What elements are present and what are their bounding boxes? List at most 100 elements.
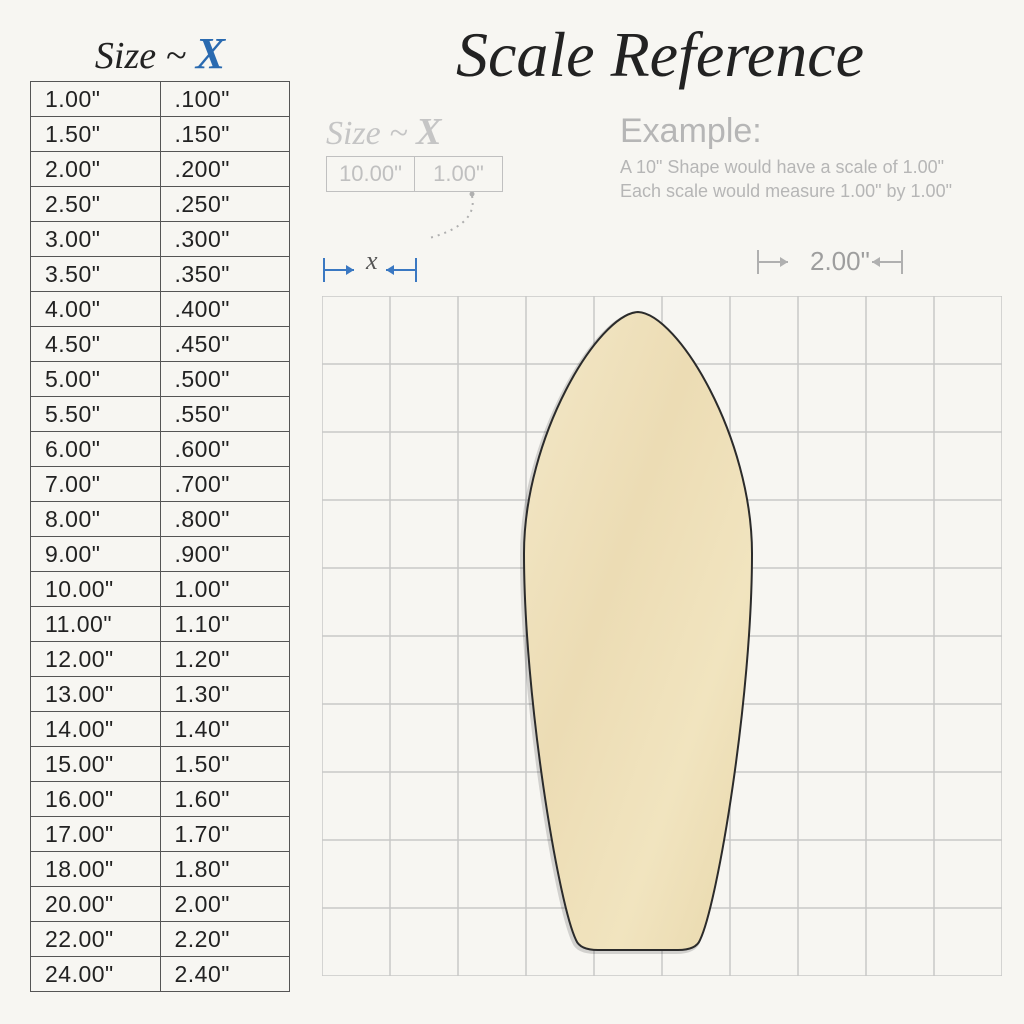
x-cell: 1.10" [160,607,290,642]
dotted-connector [430,192,510,252]
x-cell: 1.30" [160,677,290,712]
size-cell: 24.00" [31,957,161,992]
example-block: Example: A 10" Shape would have a scale … [620,112,1000,204]
x-cell: 1.50" [160,747,290,782]
table-row: 6.00".600" [31,432,290,467]
size-header-x: X [196,29,225,78]
table-row: 15.00"1.50" [31,747,290,782]
table-row: 5.50".550" [31,397,290,432]
size-cell: 3.50" [31,257,161,292]
x-cell: .350" [160,257,290,292]
size-cell: 12.00" [31,642,161,677]
size-cell: 10.00" [31,572,161,607]
x-cell: 1.00" [160,572,290,607]
table-row: 3.50".350" [31,257,290,292]
example-line1: A 10" Shape would have a scale of 1.00" [620,155,1000,179]
size-cell: 3.00" [31,222,161,257]
size-cell: 8.00" [31,502,161,537]
table-row: 18.00"1.80" [31,852,290,887]
page-root: Size ~ X 1.00".100"1.50".150"2.00".200"2… [0,0,1024,1024]
size-cell: 14.00" [31,712,161,747]
x-indicator-label: x [366,246,378,276]
size-cell: 16.00" [31,782,161,817]
table-row: 14.00"1.40" [31,712,290,747]
size-cell: 6.00" [31,432,161,467]
size-cell: 20.00" [31,887,161,922]
size-cell: 2.50" [31,187,161,222]
size-cell: 7.00" [31,467,161,502]
size-cell: 22.00" [31,922,161,957]
table-row: 4.00".400" [31,292,290,327]
table-row: 24.00"2.40" [31,957,290,992]
size-cell: 18.00" [31,852,161,887]
table-row: 10.00"1.00" [31,572,290,607]
mini-header-prefix: Size ~ [326,115,416,152]
size-cell: 1.50" [31,117,161,152]
size-header-prefix: Size ~ [95,35,196,77]
size-cell: 5.00" [31,362,161,397]
mini-x-cell: 1.00" [415,157,503,192]
example-title: Example: [620,112,1000,151]
table-row: 2.00".200" [31,152,290,187]
mini-table: 10.00" 1.00" [326,156,503,192]
table-row: 11.00"1.10" [31,607,290,642]
x-cell: 1.70" [160,817,290,852]
two-inch-indicator: 2.00" [740,242,910,282]
x-cell: 2.00" [160,887,290,922]
size-cell: 4.00" [31,292,161,327]
reference-grid-wrap [322,296,1002,981]
x-cell: 1.40" [160,712,290,747]
size-cell: 9.00" [31,537,161,572]
table-row: 16.00"1.60" [31,782,290,817]
size-table: Size ~ X 1.00".100"1.50".150"2.00".200"2… [30,28,290,992]
x-cell: .800" [160,502,290,537]
table-row: 7.00".700" [31,467,290,502]
x-cell: .250" [160,187,290,222]
table-row: 17.00"1.70" [31,817,290,852]
table-row: 20.00"2.00" [31,887,290,922]
mini-size-block: Size ~ X 10.00" 1.00" [326,110,503,192]
x-cell: .100" [160,82,290,117]
mini-size-cell: 10.00" [327,157,415,192]
table-row: 12.00"1.20" [31,642,290,677]
x-cell: .450" [160,327,290,362]
table-row: 3.00".300" [31,222,290,257]
size-cell: 4.50" [31,327,161,362]
table-row: 22.00"2.20" [31,922,290,957]
x-cell: .200" [160,152,290,187]
size-cell: 17.00" [31,817,161,852]
surfboard-shape [518,308,758,954]
size-cell: 5.50" [31,397,161,432]
size-cell: 13.00" [31,677,161,712]
example-line2: Each scale would measure 1.00" by 1.00" [620,179,1000,203]
x-cell: 1.80" [160,852,290,887]
size-cell: 11.00" [31,607,161,642]
x-cell: .600" [160,432,290,467]
size-cell: 2.00" [31,152,161,187]
size-scale-table: 1.00".100"1.50".150"2.00".200"2.50".250"… [30,81,290,992]
table-row: 5.00".500" [31,362,290,397]
table-row: 1.00".100" [31,82,290,117]
x-cell: .700" [160,467,290,502]
x-cell: 1.20" [160,642,290,677]
table-row: 1.50".150" [31,117,290,152]
x-cell: .400" [160,292,290,327]
size-table-header: Size ~ X [30,28,290,81]
x-cell: .900" [160,537,290,572]
table-row: 2.50".250" [31,187,290,222]
two-indicator-label: 2.00" [810,246,870,277]
table-row: 9.00".900" [31,537,290,572]
x-cell: 2.20" [160,922,290,957]
page-title: Scale Reference [320,18,1000,92]
size-cell: 1.00" [31,82,161,117]
x-cell: .500" [160,362,290,397]
mini-header-x: X [416,111,441,153]
x-cell: 1.60" [160,782,290,817]
table-row: 4.50".450" [31,327,290,362]
table-row: 13.00"1.30" [31,677,290,712]
x-scale-indicator: x [310,240,430,300]
table-row: 8.00".800" [31,502,290,537]
x-cell: 2.40" [160,957,290,992]
x-cell: .300" [160,222,290,257]
x-cell: .150" [160,117,290,152]
